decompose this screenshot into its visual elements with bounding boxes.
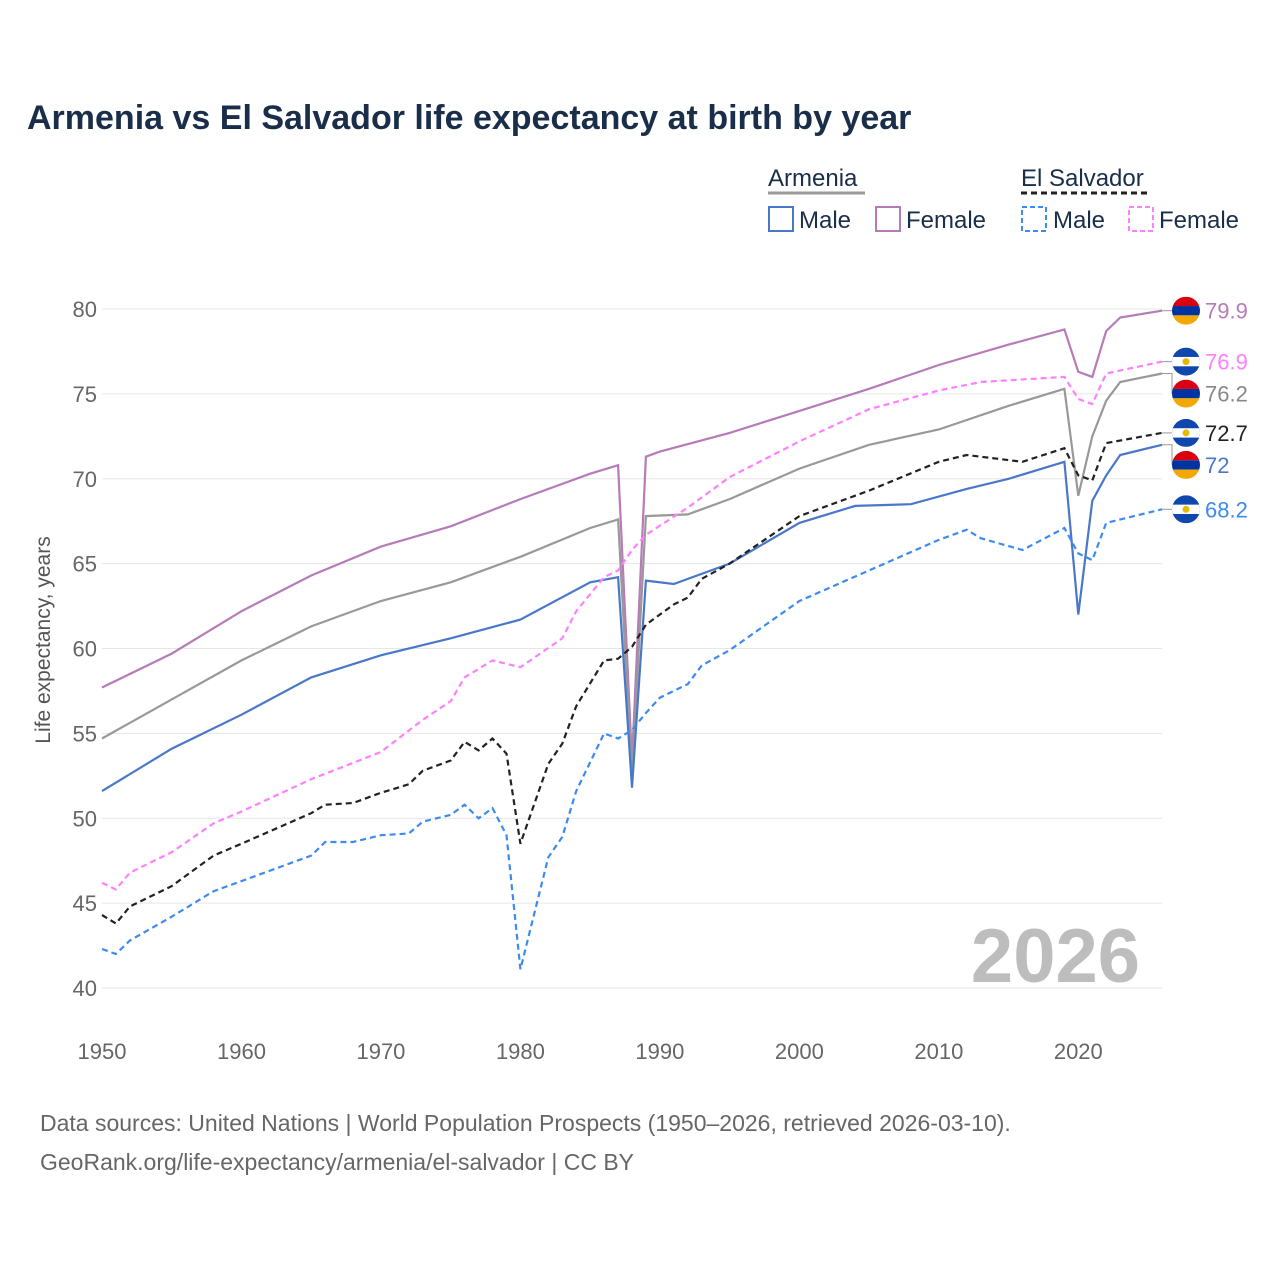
end-label-el-salvador: 72.7 [1162, 418, 1248, 447]
el-salvador-flag-icon [1172, 347, 1200, 376]
gridlines [102, 308, 1162, 989]
y-axis-label: Life expectancy, years [32, 536, 55, 743]
legend-label-armenia-male: Male [799, 207, 851, 234]
y-tick-label: 50 [73, 806, 97, 831]
y-tick-label: 80 [73, 297, 97, 322]
label-connector [1162, 373, 1173, 394]
armenia-flag-icon [1172, 379, 1200, 408]
year-watermark: 2026 [971, 914, 1140, 999]
end-value-label: 76.2 [1205, 382, 1248, 407]
end-label-armenia: 76.2 [1162, 373, 1248, 408]
x-tick-label: 2000 [775, 1039, 824, 1064]
x-tick-label: 2020 [1054, 1039, 1103, 1064]
series-line-el-salvador-male [101, 508, 1163, 970]
armenia-flag-icon [1172, 296, 1200, 325]
legend-label-el-salvador-female: Female [1159, 207, 1239, 234]
legend-label-armenia-female: Female [906, 207, 986, 234]
series-lines [101, 309, 1163, 970]
source-line-2: GeoRank.org/life-expectancy/armenia/el-s… [40, 1149, 634, 1175]
legend: Armenia Male Female El Salvador Male Fem… [768, 165, 1239, 234]
y-tick-label: 70 [73, 467, 97, 492]
series-line-armenia-female [101, 309, 1163, 761]
y-tick-label: 75 [73, 382, 97, 407]
series-line-armenia-male [101, 443, 1163, 793]
end-labels: 79.9 76.2 72 76.9 72.7 68.2 [1162, 296, 1248, 524]
legend-swatch-el-salvador-male [1021, 206, 1047, 232]
y-tick-label: 55 [73, 721, 97, 746]
x-tick-label: 2010 [914, 1039, 963, 1064]
end-value-label: 79.9 [1205, 299, 1248, 324]
end-label-el-salvador-male: 68.2 [1162, 495, 1248, 524]
series-line-armenia [101, 372, 1163, 776]
end-value-label: 68.2 [1205, 497, 1248, 522]
end-label-armenia-female: 79.9 [1162, 296, 1248, 325]
legend-swatch-armenia-male [768, 206, 794, 232]
x-tick-label: 1950 [78, 1039, 127, 1064]
el-salvador-flag-icon [1172, 495, 1200, 524]
chart-title: Armenia vs El Salvador life expectancy a… [27, 99, 911, 137]
x-tick-label: 1990 [635, 1039, 684, 1064]
legend-swatch-el-salvador-female [1128, 206, 1154, 232]
legend-swatch-armenia-female [875, 206, 901, 232]
x-tick-label: 1960 [217, 1039, 266, 1064]
x-tick-label: 1970 [356, 1039, 405, 1064]
y-tick-label: 65 [73, 552, 97, 577]
label-connector [1162, 444, 1173, 465]
end-value-label: 72 [1205, 453, 1229, 478]
legend-group-el-salvador: El Salvador [1021, 165, 1144, 192]
armenia-flag-icon [1172, 450, 1200, 479]
source-line-1: Data sources: United Nations | World Pop… [40, 1110, 1011, 1136]
y-tick-label: 60 [73, 637, 97, 662]
end-value-label: 72.7 [1205, 421, 1248, 446]
x-tick-label: 1980 [496, 1039, 545, 1064]
end-label-el-salvador-female: 76.9 [1162, 347, 1248, 376]
end-value-label: 76.9 [1205, 350, 1248, 375]
el-salvador-flag-icon [1172, 418, 1200, 447]
end-label-armenia-male: 72 [1162, 444, 1229, 479]
legend-label-el-salvador-male: Male [1053, 207, 1105, 234]
legend-group-armenia: Armenia [768, 165, 858, 192]
y-tick-label: 40 [73, 976, 97, 1001]
x-axis: 1950 1960 1970 1980 1990 2000 2010 2020 [78, 1039, 1103, 1064]
y-axis: 40 45 50 55 60 65 70 75 80 [73, 297, 97, 1001]
y-tick-label: 45 [73, 891, 97, 916]
series-line-el-salvador-female [101, 360, 1163, 891]
series-line-el-salvador [101, 431, 1163, 925]
